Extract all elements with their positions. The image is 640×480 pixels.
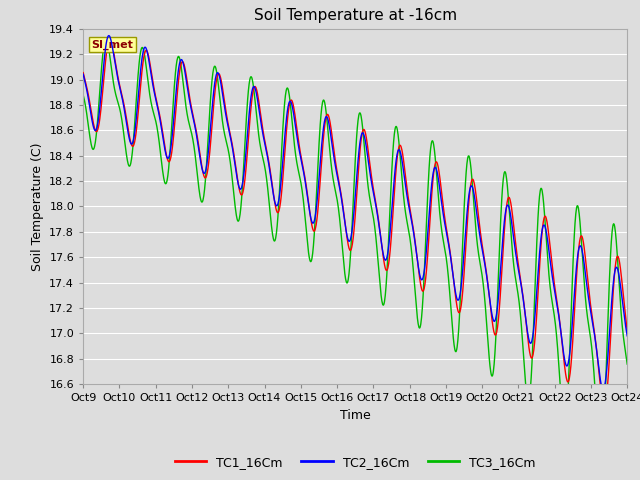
X-axis label: Time: Time xyxy=(340,408,371,421)
Legend: TC1_16Cm, TC2_16Cm, TC3_16Cm: TC1_16Cm, TC2_16Cm, TC3_16Cm xyxy=(170,451,541,474)
Title: Soil Temperature at -16cm: Soil Temperature at -16cm xyxy=(253,9,457,24)
Y-axis label: Soil Temperature (C): Soil Temperature (C) xyxy=(31,142,44,271)
Text: SI_met: SI_met xyxy=(92,39,133,50)
